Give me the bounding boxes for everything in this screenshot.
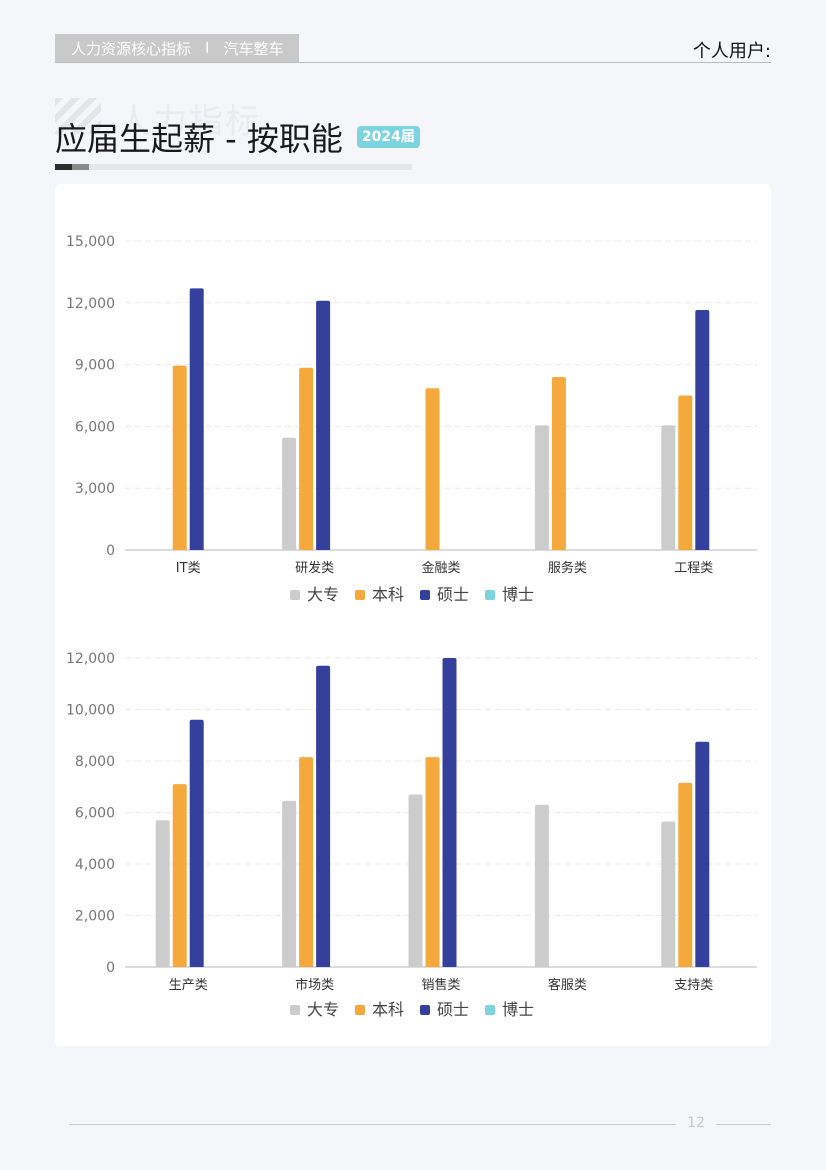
bar <box>661 425 676 550</box>
title-underline-accent-mid <box>72 164 89 170</box>
legend-label: 本科 <box>372 1000 404 1019</box>
y-tick-label: 0 <box>106 543 115 559</box>
y-tick-label: 3,000 <box>75 481 115 497</box>
bar <box>316 665 331 967</box>
bar <box>551 376 566 550</box>
bar <box>695 310 710 550</box>
bar <box>155 820 170 967</box>
y-tick-label: 6,000 <box>75 806 115 822</box>
x-tick-label: 金融类 <box>421 560 460 576</box>
y-tick-label: 12,000 <box>66 651 115 667</box>
y-tick-label: 10,000 <box>66 703 115 719</box>
y-tick-label: 12,000 <box>66 296 115 312</box>
footer-divider-left <box>69 1124 676 1125</box>
legend-swatch <box>485 590 495 600</box>
bar <box>661 821 676 967</box>
title-underline <box>55 164 412 170</box>
legend-swatch <box>290 1005 300 1015</box>
footer-divider-right <box>716 1124 771 1125</box>
bar <box>299 757 314 967</box>
bar <box>189 719 204 967</box>
x-tick-label: 市场类 <box>295 977 334 993</box>
bar <box>316 300 331 550</box>
y-tick-label: 4,000 <box>75 857 115 873</box>
x-tick-label: 工程类 <box>674 561 713 576</box>
page-number: 12 <box>687 1115 705 1131</box>
y-tick-label: 0 <box>106 960 115 976</box>
legend-label: 博士 <box>502 1000 534 1019</box>
page-title: 应届生起薪 - 按职能 2024届 <box>55 114 420 160</box>
bar <box>534 804 549 967</box>
legend-swatch <box>485 1005 495 1015</box>
x-tick-label: IT类 <box>176 561 201 576</box>
bar <box>425 388 440 550</box>
legend-label: 大专 <box>307 1000 339 1019</box>
bar <box>425 757 440 967</box>
y-tick-label: 15,000 <box>66 234 115 250</box>
x-tick-label: 支持类 <box>674 978 713 993</box>
report-name: 人力资源核心指标 <box>71 39 192 58</box>
bar <box>299 367 314 550</box>
section-watermark: 人力指标 <box>55 96 285 142</box>
user-label: 个人用户: <box>692 41 771 62</box>
legend-swatch <box>420 590 430 600</box>
bar-chart-group-1: 15,000 12,000 9,000 6,000 3,000 0 IT类 研发类 金融类 服务类… <box>66 234 757 604</box>
legend-label: 硕士 <box>437 1000 469 1019</box>
legend-swatch <box>355 590 365 600</box>
bar <box>282 437 297 550</box>
header-separator: I <box>205 39 210 57</box>
legend-label: 硕士 <box>437 585 469 604</box>
legend-swatch <box>355 1005 365 1015</box>
x-tick-label: 生产类 <box>169 978 208 993</box>
year-badge: 2024届 <box>356 126 420 148</box>
header-divider <box>55 62 771 63</box>
y-tick-label: 2,000 <box>75 909 115 925</box>
y-tick-label: 9,000 <box>75 358 115 374</box>
bar <box>534 425 549 550</box>
industry-name: 汽车整车 <box>223 39 284 58</box>
bar <box>189 288 204 550</box>
chart-card: 15,000 12,000 9,000 6,000 3,000 0 IT类 研发类 金融类 服务类… <box>55 184 771 1046</box>
x-tick-label: 研发类 <box>295 560 334 576</box>
bar <box>442 658 457 967</box>
legend-swatch <box>290 590 300 600</box>
legend-swatch <box>420 1005 430 1015</box>
report-tag: 人力资源核心指标 I 汽车整车 <box>55 34 300 62</box>
watermark-stripes <box>55 98 101 134</box>
legend-label: 博士 <box>502 585 534 604</box>
bar <box>678 395 693 550</box>
bar <box>695 741 710 967</box>
x-tick-label: 销售类 <box>421 977 460 993</box>
bar-chart-group-2: 12,000 10,000 8,000 6,000 4,000 2,000 0 生产类 市场类 销… <box>66 651 757 1019</box>
watermark-text: 人力指标 <box>117 102 261 142</box>
y-tick-label: 8,000 <box>75 754 115 770</box>
title-underline-accent-dark <box>55 164 72 170</box>
bar <box>408 794 423 967</box>
x-tick-label: 客服类 <box>548 977 587 993</box>
x-tick-label: 服务类 <box>548 560 587 576</box>
page-title-text: 应届生起薪 - 按职能 <box>55 120 343 158</box>
legend-label: 本科 <box>372 585 404 604</box>
bar <box>282 800 297 967</box>
bar <box>678 782 693 967</box>
y-tick-label: 6,000 <box>75 419 115 435</box>
bar <box>172 365 187 550</box>
bar <box>172 784 187 967</box>
legend-label: 大专 <box>307 585 339 604</box>
